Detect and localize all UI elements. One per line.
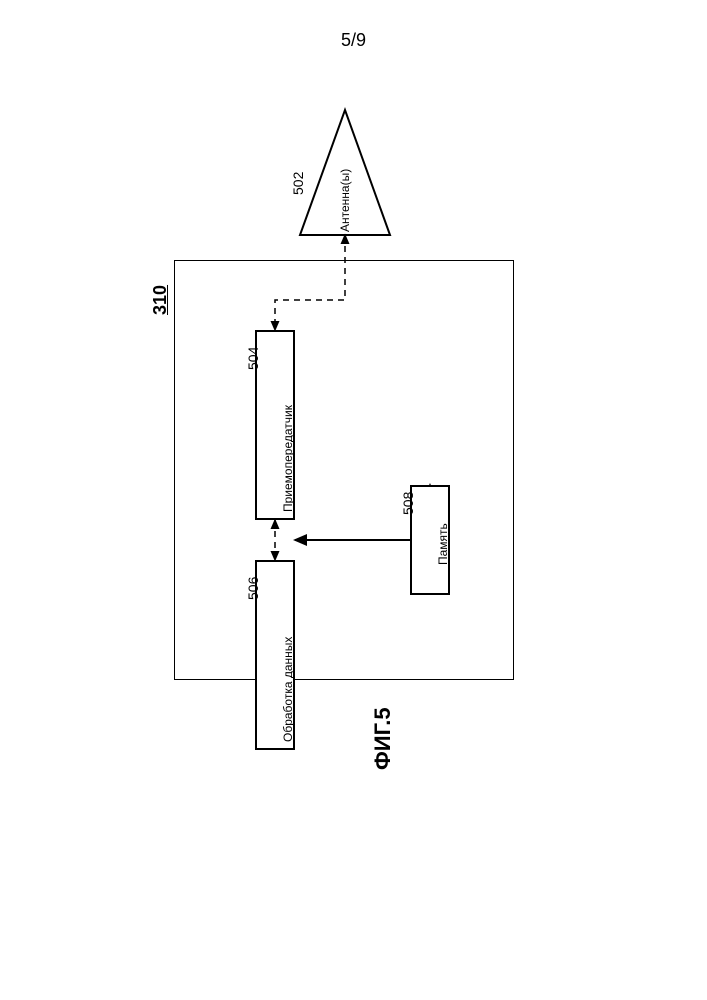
memory-ref: 508 <box>400 492 416 515</box>
diagram-svg <box>0 0 707 1000</box>
figure-caption: ФИГ.5 <box>370 707 396 770</box>
link-antenna-transceiver <box>275 235 345 330</box>
antenna-label: Антенна(ы) <box>338 169 352 232</box>
dataproc-ref: 506 <box>245 577 261 600</box>
figure-canvas: 5/9 310 Антенна(ы) 502 Приемопередатчик … <box>0 0 707 1000</box>
transceiver-ref: 504 <box>245 347 261 370</box>
transceiver-label: Приемопередатчик <box>281 405 295 512</box>
dataproc-label: Обработка данных <box>281 637 295 742</box>
antenna-ref: 502 <box>290 172 306 195</box>
memory-label: Память <box>436 523 450 565</box>
